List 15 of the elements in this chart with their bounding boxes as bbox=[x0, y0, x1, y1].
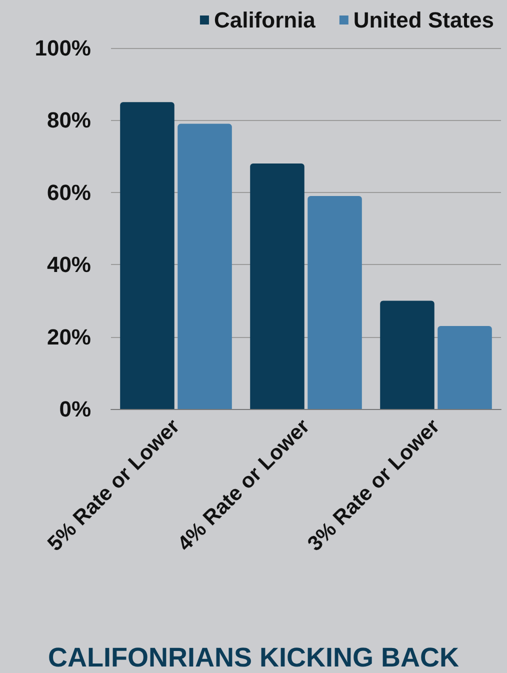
bar bbox=[250, 164, 304, 409]
y-tick-label: 80% bbox=[46, 108, 91, 133]
bar bbox=[438, 326, 492, 409]
legend-label: United States bbox=[353, 8, 494, 32]
y-tick-label: 100% bbox=[34, 36, 91, 60]
bar bbox=[308, 196, 362, 409]
y-tick-label: 20% bbox=[46, 324, 91, 350]
bar bbox=[120, 102, 174, 409]
bar bbox=[178, 124, 232, 409]
legend-label: California bbox=[214, 8, 316, 32]
y-tick-label: 0% bbox=[59, 396, 91, 422]
bar bbox=[380, 300, 434, 409]
y-tick-label: 60% bbox=[46, 180, 91, 205]
y-tick-label: 40% bbox=[46, 252, 91, 278]
text: CALIFONRIANS KICKING BACK bbox=[48, 642, 460, 672]
